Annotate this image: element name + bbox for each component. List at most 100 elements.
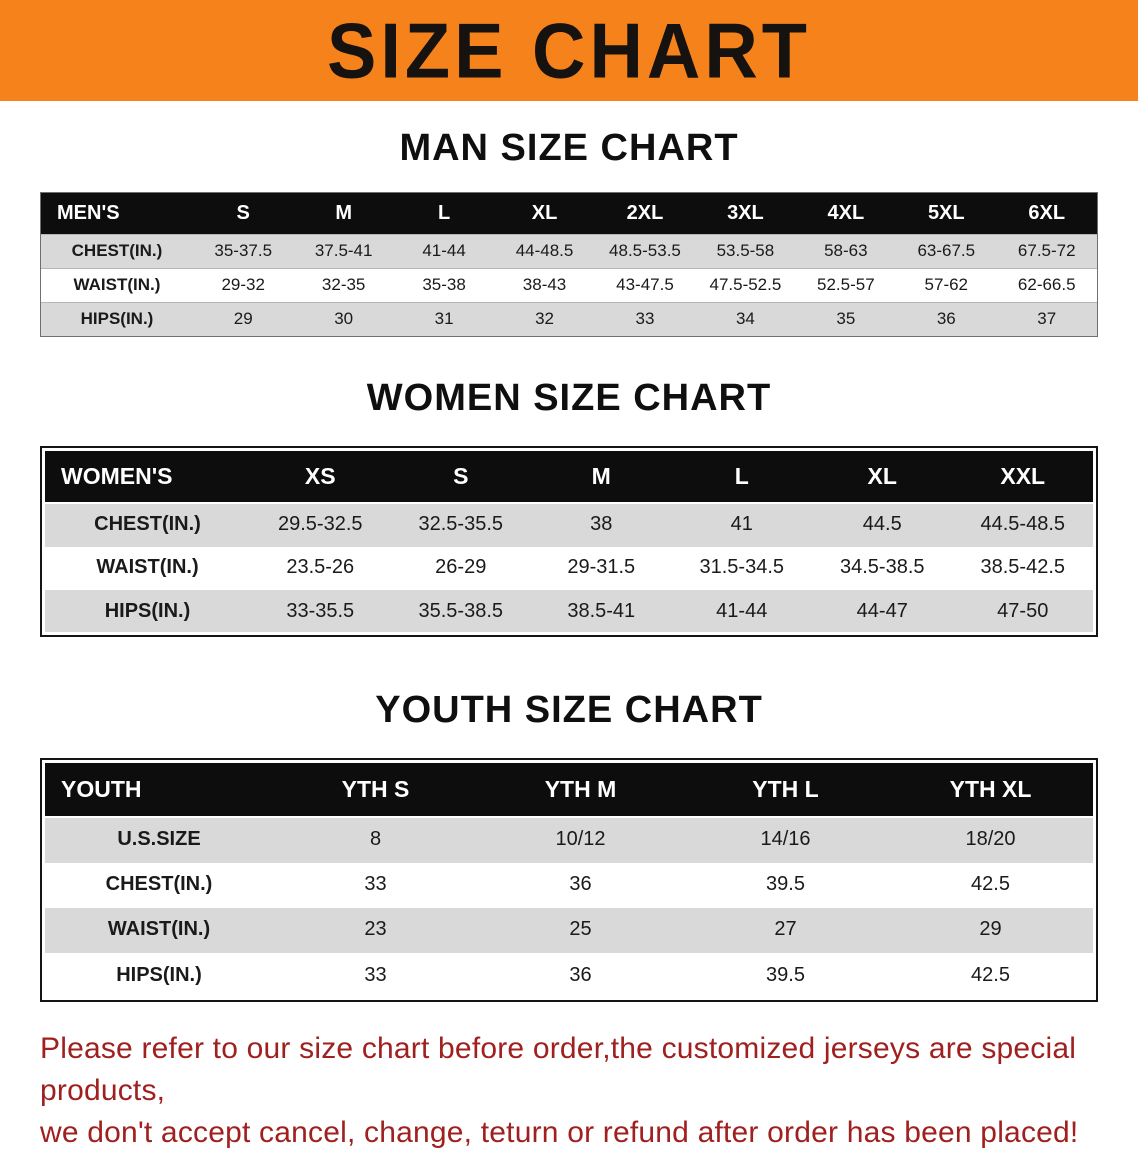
value-cell: 18/20 — [888, 816, 1093, 862]
row-label-cell: WAIST(IN.) — [45, 545, 250, 589]
value-cell: 41-44 — [671, 588, 812, 632]
size-header-cell: 3XL — [695, 193, 796, 234]
value-cell: 10/12 — [478, 816, 683, 862]
size-header-cell: YTH XL — [888, 763, 1093, 817]
value-cell: 29.5-32.5 — [250, 502, 391, 546]
men-size-section: MAN SIZE CHART MEN'S S M L XL 2XL 3XL 4XL 5XL 6XL… — [0, 127, 1138, 337]
value-cell: 44.5-48.5 — [952, 502, 1093, 546]
value-cell: 27 — [683, 906, 888, 952]
value-cell: 34.5-38.5 — [812, 545, 953, 589]
men-size-table: MEN'S S M L XL 2XL 3XL 4XL 5XL 6XL CHEST(IN.) 35-37… — [41, 193, 1097, 336]
youth-size-table-wrap: YOUTH YTH S YTH M YTH L YTH XL U.S.SIZE 8 10/12… — [40, 758, 1098, 1002]
row-label-cell: WAIST(IN.) — [41, 267, 193, 302]
size-header-cell: YTH L — [683, 763, 888, 817]
value-cell: 42.5 — [888, 951, 1093, 997]
value-cell: 36 — [478, 951, 683, 997]
value-cell: 14/16 — [683, 816, 888, 862]
youth-size-section: YOUTH SIZE CHART YOUTH YTH S YTH M YTH L YTH… — [0, 689, 1138, 1002]
table-title-cell: YOUTH — [45, 763, 273, 817]
value-cell: 23 — [273, 906, 478, 952]
value-cell: 26-29 — [390, 545, 531, 589]
table-title-cell: MEN'S — [41, 193, 193, 234]
value-cell: 36 — [896, 301, 997, 336]
value-cell: 41 — [671, 502, 812, 546]
table-row: HIPS(IN.) 29 30 31 32 33 34 35 36 37 — [41, 301, 1097, 336]
value-cell: 35.5-38.5 — [390, 588, 531, 632]
banner: SIZE CHART — [0, 0, 1138, 101]
value-cell: 32-35 — [293, 267, 394, 302]
value-cell: 39.5 — [683, 951, 888, 997]
value-cell: 30 — [293, 301, 394, 336]
value-cell: 48.5-53.5 — [594, 233, 696, 268]
value-cell: 35-37.5 — [193, 233, 294, 268]
value-cell: 44.5 — [812, 502, 953, 546]
value-cell: 62-66.5 — [996, 267, 1097, 302]
row-label-cell: HIPS(IN.) — [45, 951, 273, 997]
youth-size-heading: YOUTH SIZE CHART — [375, 689, 763, 731]
value-cell: 39.5 — [683, 861, 888, 907]
value-cell: 29-32 — [193, 267, 294, 302]
value-cell: 33 — [273, 951, 478, 997]
row-label-cell: CHEST(IN.) — [45, 861, 273, 907]
size-header-cell: M — [293, 193, 394, 234]
value-cell: 31.5-34.5 — [671, 545, 812, 589]
value-cell: 42.5 — [888, 861, 1093, 907]
row-label-cell: CHEST(IN.) — [41, 233, 193, 268]
value-cell: 67.5-72 — [996, 233, 1097, 268]
value-cell: 23.5-26 — [250, 545, 391, 589]
row-label-cell: WAIST(IN.) — [45, 906, 273, 952]
size-header-cell: XS — [250, 451, 391, 503]
value-cell: 36 — [478, 861, 683, 907]
value-cell: 63-67.5 — [896, 233, 997, 268]
table-row: U.S.SIZE 8 10/12 14/16 18/20 — [45, 816, 1093, 862]
size-header-cell: L — [393, 193, 495, 234]
men-size-heading: MAN SIZE CHART — [399, 127, 739, 169]
table-title-cell: WOMEN'S — [45, 451, 250, 503]
disclaimer: Please refer to our size chart before or… — [40, 1028, 1098, 1154]
size-header-cell: 4XL — [795, 193, 897, 234]
table-header-row: MEN'S S M L XL 2XL 3XL 4XL 5XL 6XL — [41, 193, 1097, 234]
size-header-cell: S — [390, 451, 531, 503]
table-header-row: YOUTH YTH S YTH M YTH L YTH XL — [45, 763, 1093, 817]
size-header-cell: S — [193, 193, 294, 234]
value-cell: 44-48.5 — [494, 233, 595, 268]
size-header-cell: XXL — [952, 451, 1093, 503]
value-cell: 43-47.5 — [594, 267, 696, 302]
value-cell: 38-43 — [494, 267, 595, 302]
size-header-cell: 5XL — [896, 193, 997, 234]
value-cell: 38.5-41 — [531, 588, 672, 632]
value-cell: 29-31.5 — [531, 545, 672, 589]
table-row: WAIST(IN.) 23 25 27 29 — [45, 906, 1093, 952]
row-label-cell: CHEST(IN.) — [45, 502, 250, 546]
size-header-cell: 2XL — [594, 193, 696, 234]
value-cell: 47.5-52.5 — [695, 267, 796, 302]
value-cell: 33-35.5 — [250, 588, 391, 632]
banner-title: SIZE CHART — [327, 6, 811, 94]
size-header-cell: XL — [812, 451, 953, 503]
value-cell: 38 — [531, 502, 672, 546]
value-cell: 44-47 — [812, 588, 953, 632]
value-cell: 52.5-57 — [795, 267, 897, 302]
value-cell: 38.5-42.5 — [952, 545, 1093, 589]
table-row: WAIST(IN.) 23.5-26 26-29 29-31.5 31.5-34.5 34… — [45, 545, 1093, 589]
size-header-cell: XL — [494, 193, 595, 234]
value-cell: 37 — [996, 301, 1097, 336]
row-label-cell: HIPS(IN.) — [41, 301, 193, 336]
women-size-section: WOMEN SIZE CHART WOMEN'S XS S M L XL XXL CHEST(… — [0, 377, 1138, 637]
row-label-cell: HIPS(IN.) — [45, 588, 250, 632]
size-header-cell: YTH M — [478, 763, 683, 817]
women-size-table: WOMEN'S XS S M L XL XXL CHEST(IN.) 29.5-32.5 32.5… — [45, 451, 1093, 632]
youth-size-table: YOUTH YTH S YTH M YTH L YTH XL U.S.SIZE 8 10/12… — [45, 763, 1093, 997]
size-header-cell: L — [671, 451, 812, 503]
value-cell: 32.5-35.5 — [390, 502, 531, 546]
value-cell: 29 — [888, 906, 1093, 952]
men-size-table-wrap: MEN'S S M L XL 2XL 3XL 4XL 5XL 6XL CHEST(IN.) 35-37… — [40, 192, 1098, 337]
value-cell: 33 — [594, 301, 696, 336]
value-cell: 57-62 — [896, 267, 997, 302]
value-cell: 29 — [193, 301, 294, 336]
value-cell: 47-50 — [952, 588, 1093, 632]
women-size-table-wrap: WOMEN'S XS S M L XL XXL CHEST(IN.) 29.5-32.5 32.5… — [40, 446, 1098, 637]
value-cell: 35 — [795, 301, 897, 336]
table-row: HIPS(IN.) 33-35.5 35.5-38.5 38.5-41 41-44 44-… — [45, 588, 1093, 632]
row-label-cell: U.S.SIZE — [45, 816, 273, 862]
